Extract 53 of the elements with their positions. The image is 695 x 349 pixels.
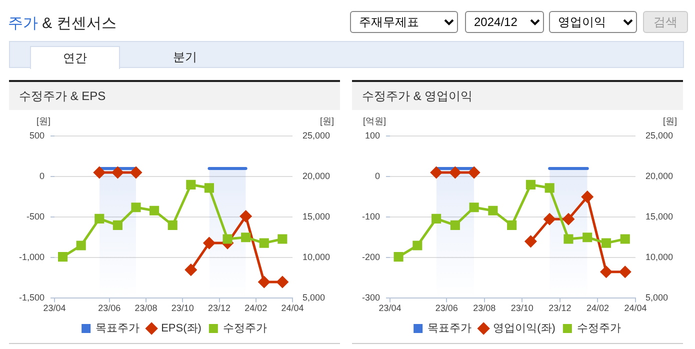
- x-tick-label: 24/02: [586, 303, 609, 314]
- text: 분기: [172, 49, 198, 66]
- y2-axis-title: [원]: [662, 116, 677, 126]
- y-axis-title: [원]: [36, 116, 51, 126]
- y-tick-label: -300: [362, 292, 380, 303]
- x-tick-label: 23/06: [435, 303, 458, 314]
- x-tick-label: 23/04: [378, 303, 402, 314]
- x-tick-label: 23/12: [208, 303, 231, 314]
- text: 연간: [30, 46, 120, 69]
- x-tick-label: 23/06: [98, 303, 121, 314]
- y2-tick-label: 20,000: [645, 171, 674, 182]
- y2-tick-label: 25,000: [302, 130, 330, 140]
- y-tick-label: -1,500: [18, 292, 45, 303]
- text: 주재무제표: [350, 11, 458, 33]
- chart-title: 수정주가 & 영업이익: [352, 82, 683, 110]
- text: 검색: [643, 11, 688, 33]
- y2-tick-label: 25,000: [645, 130, 674, 140]
- legend-label: 목표주가: [428, 322, 472, 335]
- legend-label: 목표주가: [96, 322, 140, 335]
- y2-axis-title: [원]: [320, 116, 334, 126]
- legend-label: 수정주가: [222, 322, 267, 335]
- y-tick-label: -500: [26, 212, 45, 222]
- y-tick-label: -200: [362, 252, 380, 262]
- y-tick-label: 0: [375, 171, 380, 182]
- y-tick-label: -1,000: [18, 252, 45, 262]
- x-tick-label: 23/12: [548, 303, 572, 314]
- y2-tick-label: 15,000: [645, 212, 674, 222]
- y2-tick-label: 20,000: [302, 171, 330, 182]
- x-tick-label: 23/08: [473, 303, 496, 314]
- y-tick-label: 100: [364, 130, 380, 140]
- legend-label: 영업이익(좌): [493, 322, 556, 335]
- y2-tick-label: 15,000: [302, 212, 330, 222]
- y2-tick-label: 10,000: [645, 252, 674, 262]
- x-tick-label: 23/04: [43, 303, 66, 314]
- legend-label: 수정주가: [576, 322, 621, 335]
- y-tick-label: 0: [40, 171, 45, 182]
- text: 영업이익: [549, 11, 637, 33]
- y2-tick-label: 5,000: [645, 292, 668, 303]
- y-axis-title: [억원]: [363, 116, 386, 126]
- legend-label: EPS(좌): [161, 322, 202, 335]
- chart-title: 수정주가 & EPS: [9, 82, 340, 110]
- x-tick-label: 24/04: [281, 303, 304, 314]
- y-tick-label: 500: [29, 130, 45, 140]
- y-tick-label: -100: [362, 212, 380, 222]
- x-tick-label: 24/04: [624, 303, 647, 314]
- y2-tick-label: 5,000: [302, 292, 326, 303]
- x-tick-label: 23/10: [171, 303, 194, 314]
- y2-tick-label: 10,000: [302, 252, 330, 262]
- text: 주가 & 컨센서스: [8, 14, 116, 33]
- x-tick-label: 23/08: [134, 303, 158, 314]
- x-tick-label: 24/02: [244, 303, 268, 314]
- x-tick-label: 23/10: [510, 303, 534, 314]
- text: 2024/12: [465, 11, 544, 33]
